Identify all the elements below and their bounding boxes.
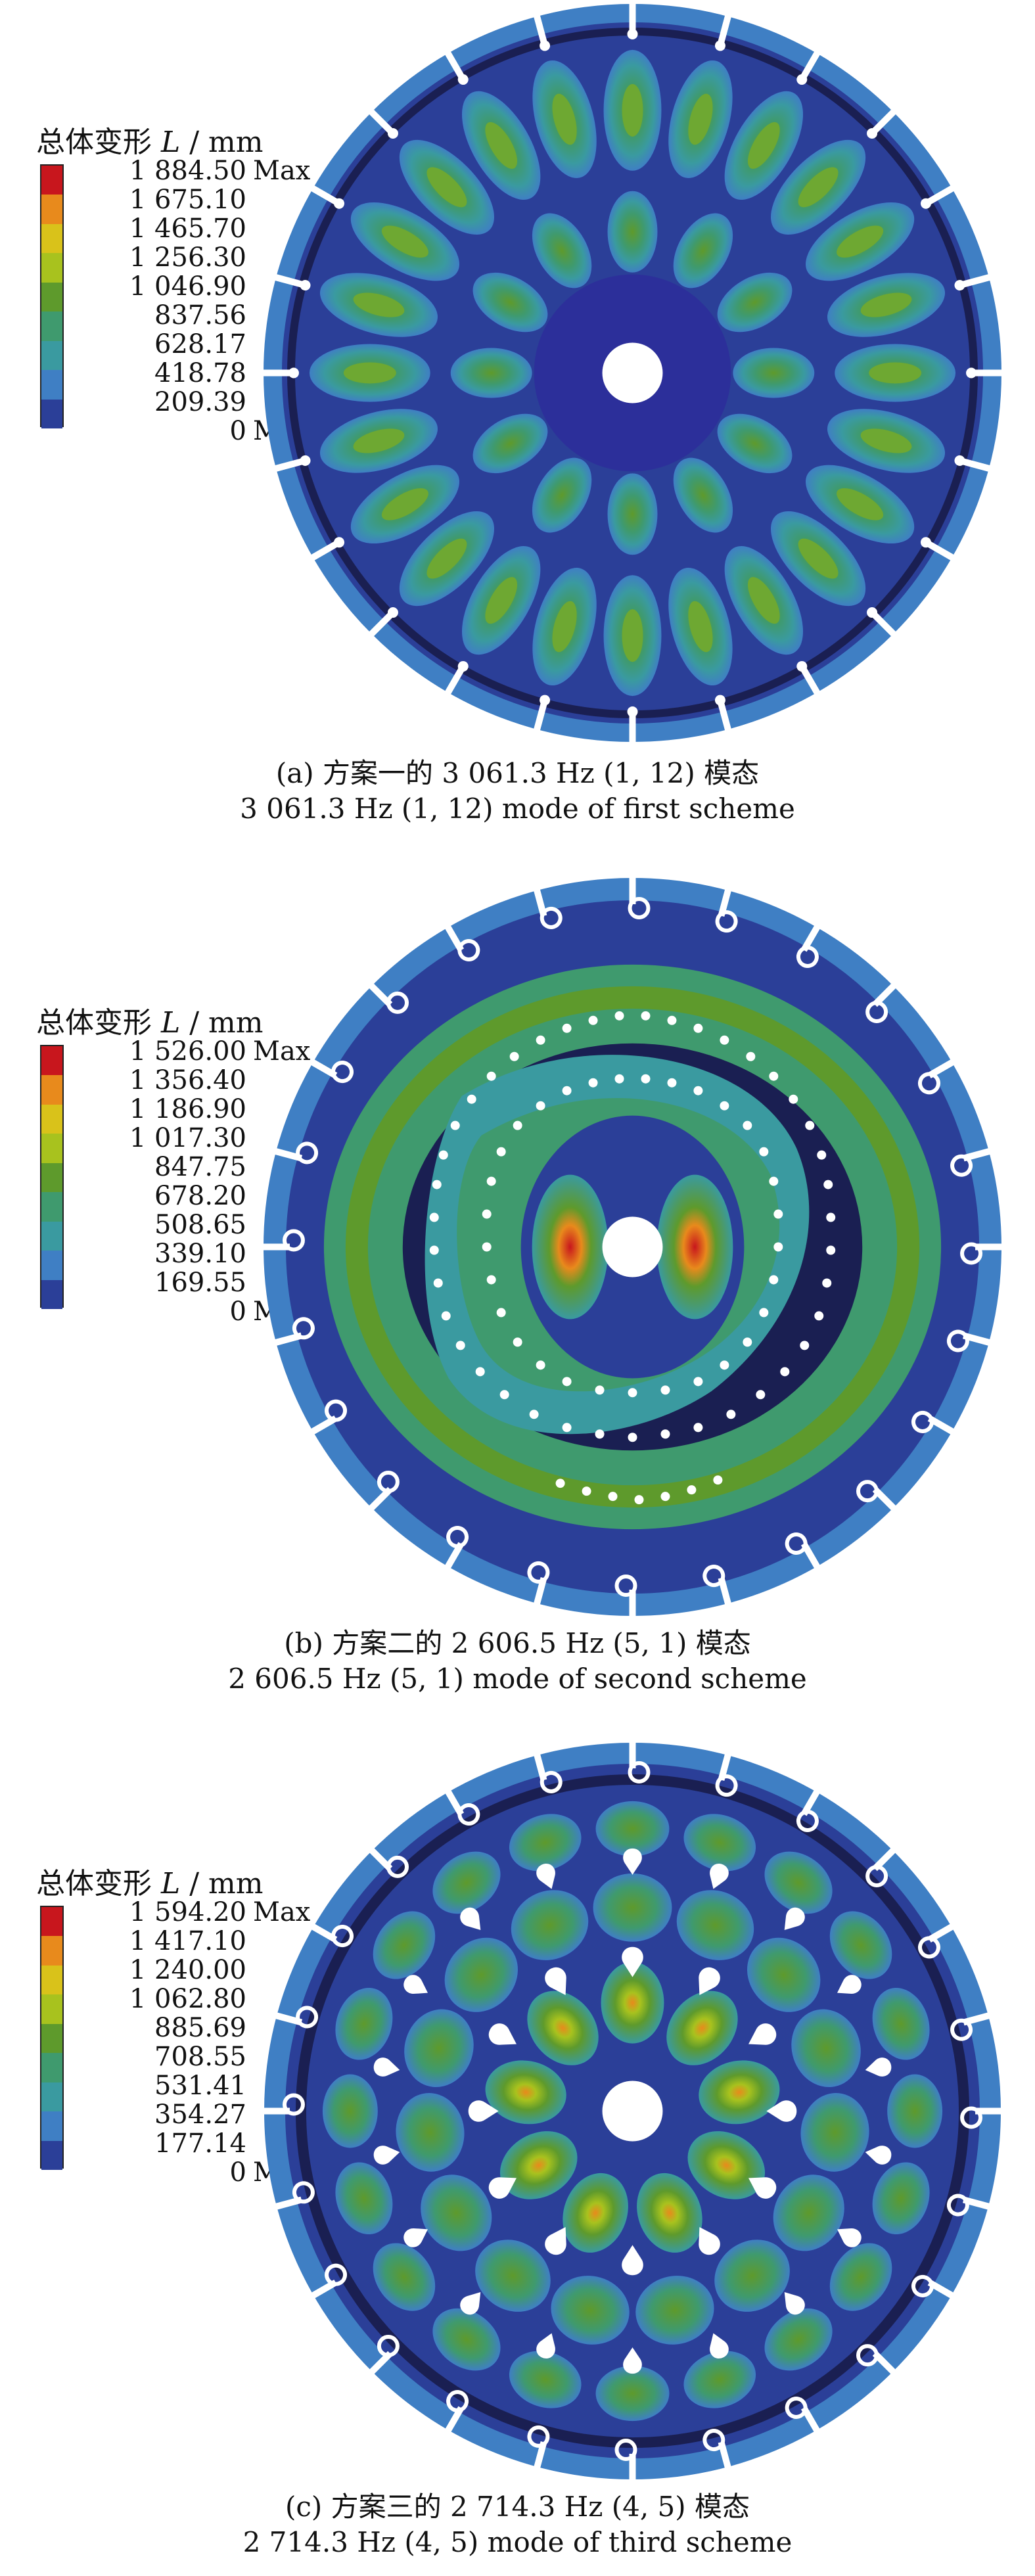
color-ramp — [40, 1045, 64, 1309]
teardrop-vents — [372, 1848, 893, 2374]
outer-lobes — [322, 1801, 943, 2422]
blade-disk-b — [260, 875, 1005, 1620]
legend-value: 531.41 — [154, 2071, 246, 2101]
legend-value: 1 256.30 — [129, 242, 246, 273]
inner-lobes — [480, 1962, 785, 2263]
blade-disk-c — [260, 1739, 1005, 2484]
legend-value: 708.55 — [154, 2042, 246, 2072]
rim-slots — [261, 1739, 1004, 2483]
blade-disk-a — [260, 1, 1005, 745]
panel-a: 总体变形 L / mm 1 884.50 Max 1 675.10 1 465.… — [0, 0, 1035, 854]
legend-value: 1 186.90 — [129, 1094, 246, 1124]
legend-value: 1 017.30 — [129, 1123, 246, 1153]
legend-title: 总体变形 L / mm — [36, 126, 264, 159]
legend-value: 0 — [229, 2157, 246, 2188]
legend-value: 1 465.70 — [129, 214, 246, 244]
color-ramp — [40, 1906, 64, 2170]
caption-cn: (b) 方案二的 2 606.5 Hz (5, 1) 模态 — [284, 1627, 751, 1659]
legend-value: 837.56 — [154, 300, 246, 331]
legend-value: 847.75 — [154, 1152, 246, 1182]
vent-holes — [429, 1011, 836, 1505]
caption-en: 2 606.5 Hz (5, 1) mode of second scheme — [228, 1663, 807, 1695]
legend-value: 1 884.50 — [129, 156, 246, 186]
legend-value: 354.27 — [154, 2100, 246, 2130]
inner-lobes — [450, 191, 815, 555]
legend-value: 0 — [229, 1297, 246, 1327]
legend-value: 1 417.10 — [129, 1926, 246, 1956]
peak-left — [532, 1174, 609, 1320]
legend-value: 0 — [229, 416, 246, 446]
legend-value: 1 240.00 — [129, 1955, 246, 1985]
center-bore — [602, 2081, 663, 2142]
legend-max-label: Max — [253, 156, 311, 186]
legend-value: 885.69 — [154, 2013, 246, 2043]
caption-en: 3 061.3 Hz (1, 12) mode of first scheme — [240, 793, 795, 825]
legend-title: 总体变形 L / mm — [36, 1006, 264, 1040]
panel-b: 总体变形 L / mm 1 526.00 Max 1 356.40 1 186.… — [0, 867, 1035, 1722]
rim-slots — [260, 1, 1005, 745]
outer-lobes — [309, 49, 956, 697]
caption-en: 2 714.3 Hz (4, 5) mode of third scheme — [242, 2526, 793, 2558]
legend-value: 1 675.10 — [129, 185, 246, 215]
legend-value: 418.78 — [154, 358, 246, 388]
legend-value: 339.10 — [154, 1239, 246, 1269]
legend-value: 628.17 — [154, 329, 246, 359]
legend-value: 1 356.40 — [129, 1065, 246, 1095]
legend-value: 678.20 — [154, 1181, 246, 1211]
legend-value: 209.39 — [154, 387, 246, 417]
center-bore — [602, 342, 663, 403]
color-ramp — [40, 164, 64, 428]
legend-value: 177.14 — [154, 2128, 246, 2159]
peak-right — [656, 1174, 733, 1320]
caption-cn: (a) 方案一的 3 061.3 Hz (1, 12) 模态 — [275, 757, 760, 789]
panel-c: 总体变形 L / mm 1 594.20 Max 1 417.10 1 240.… — [0, 1722, 1035, 2576]
caption-cn: (c) 方案三的 2 714.3 Hz (4, 5) 模态 — [285, 2491, 750, 2523]
legend-value: 169.55 — [154, 1268, 246, 1298]
legend-max-label: Max — [253, 1897, 311, 1927]
legend-value: 508.65 — [154, 1210, 246, 1240]
legend-title: 总体变形 L / mm — [36, 1867, 264, 1900]
rim-slots — [261, 875, 1004, 1619]
mid-lobes — [392, 1873, 873, 2352]
center-bore — [602, 1216, 663, 1277]
legend-value: 1 046.90 — [129, 271, 246, 302]
legend-value: 1 526.00 — [129, 1036, 246, 1067]
legend-value: 1 594.20 — [129, 1897, 246, 1927]
legend-value: 1 062.80 — [129, 1984, 246, 2014]
legend-max-label: Max — [253, 1036, 311, 1067]
